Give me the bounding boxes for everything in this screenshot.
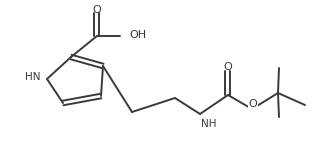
Text: O: O bbox=[249, 99, 257, 109]
Text: OH: OH bbox=[129, 30, 147, 40]
Text: O: O bbox=[93, 5, 101, 15]
Text: HN: HN bbox=[25, 72, 41, 82]
Text: O: O bbox=[224, 62, 232, 72]
Text: NH: NH bbox=[201, 119, 216, 129]
